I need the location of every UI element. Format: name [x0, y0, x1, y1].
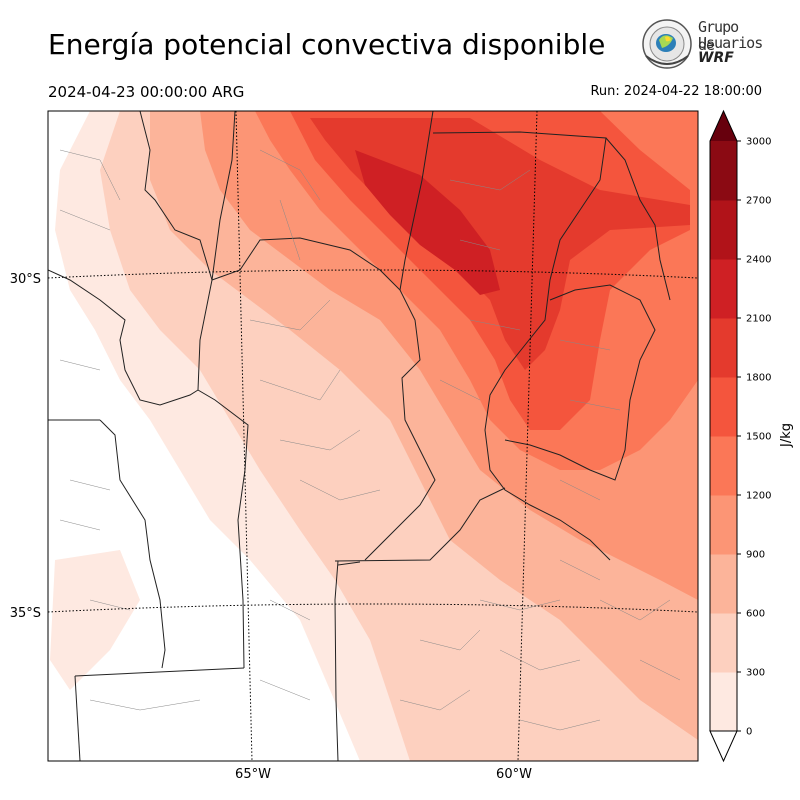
colorbar-tick-label: 600 [746, 609, 765, 620]
colorbar-extend-min [709, 730, 738, 763]
lat-label-35s: 35°S [10, 606, 41, 621]
lon-label-65w: 65°W [235, 767, 271, 782]
colorbar-tick-label: 2700 [746, 196, 771, 207]
run-time: Run: 2024-04-22 18:00:00 [590, 84, 762, 99]
colorbar-extend-max [710, 111, 737, 141]
province-borders [48, 111, 671, 761]
colorbar-tick-label: 2400 [746, 255, 771, 266]
colorbar-bin-8 [710, 200, 737, 260]
lat-label-30s: 30°S [10, 272, 41, 287]
department-lines [59, 149, 681, 731]
colorbar-tick-label: 300 [746, 668, 765, 679]
wrf-seal-icon [642, 19, 692, 69]
page-title: Energía potencial convectiva disponible [48, 28, 606, 61]
map-frame [47, 110, 699, 762]
colorbar-tick-label: 3000 [746, 137, 771, 148]
colorbar-bin-4 [710, 436, 737, 496]
colorbar-tick-label: 0 [746, 727, 752, 738]
colorbar-tick-label: 900 [746, 550, 765, 561]
colorbar-bin-0 [710, 672, 737, 732]
valid-time: 2024-04-23 00:00:00 ARG [48, 83, 245, 101]
colorbar-bin-6 [710, 318, 737, 378]
colorbar-tick-label: 1500 [746, 432, 771, 443]
colorbar-outline [709, 109, 738, 731]
logo-line2: Usuarios [698, 34, 763, 52]
colorbar-tick-label: 2100 [746, 314, 771, 325]
graticule [48, 111, 698, 761]
cape-band-7 [355, 150, 500, 295]
colorbar-tick-label: 1800 [746, 373, 771, 384]
wrf-logo: Grupo de Usuarios WRF [640, 18, 763, 70]
colorbar-bin-5 [710, 377, 737, 437]
colorbar-bin-7 [710, 259, 737, 319]
colorbar-bin-9 [710, 141, 737, 201]
colorbar-tick-label: 1200 [746, 491, 771, 502]
colorbar-bin-2 [710, 554, 737, 614]
logo-line3: WRF [698, 50, 734, 66]
lon-label-60w: 60°W [496, 767, 532, 782]
colorbar-unit-label: J/kg [779, 423, 794, 448]
colorbar-bin-3 [710, 495, 737, 555]
colorbar-bin-1 [710, 613, 737, 673]
logo-line1: Grupo de [698, 18, 739, 54]
cape-field [48, 111, 698, 761]
colorbar: 0 300 600 900 1200 1500 1800 2100 2400 2700 3000 [709, 109, 771, 763]
